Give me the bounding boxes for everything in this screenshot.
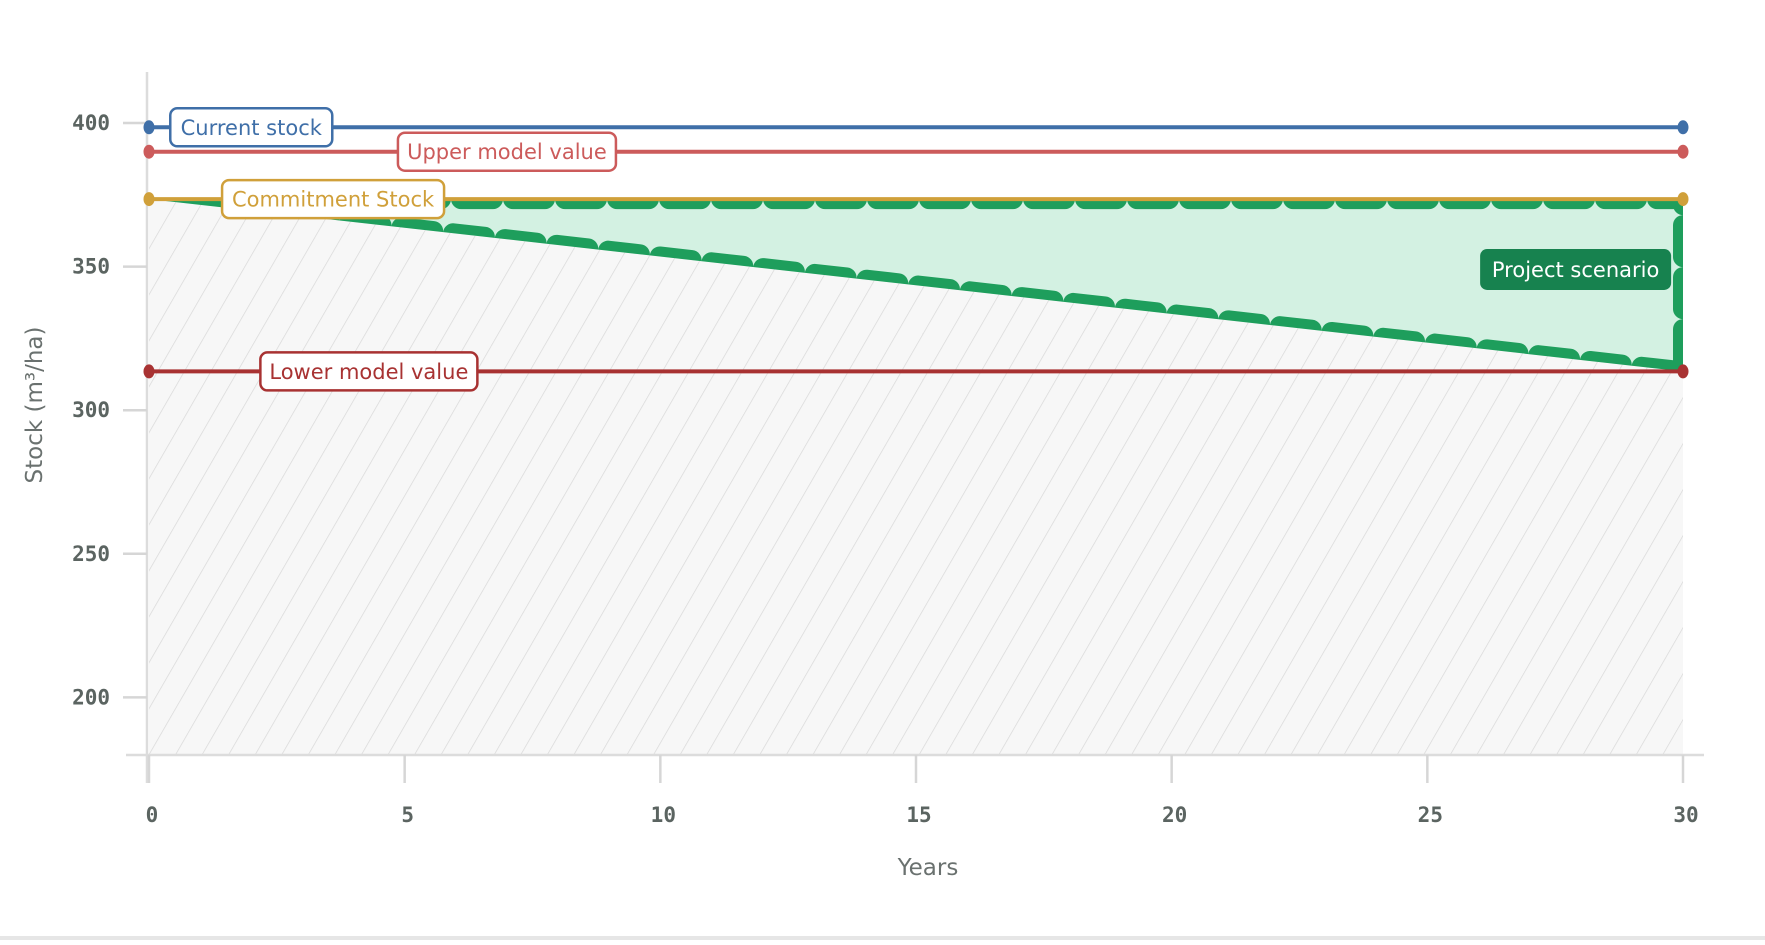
y-tick-label: 200 (72, 685, 110, 709)
upper-model-value-start-dot (143, 144, 155, 159)
x-tick-label: 25 (1418, 803, 1443, 827)
lower-model-value-label-text: Lower model value (269, 360, 468, 384)
x-tick-label: 10 (651, 803, 676, 827)
upper-model-value-label: Upper model value (396, 131, 618, 172)
commitment-stock-label: Commitment Stock (220, 178, 446, 220)
current-stock-end-dot (1677, 120, 1689, 135)
x-tick-label: 0 (146, 803, 159, 827)
hatched-area (149, 199, 1683, 755)
hatched-baseline-area (149, 199, 1683, 755)
upper-model-value-end-dot (1677, 144, 1689, 159)
commitment-stock-start-dot (143, 192, 155, 207)
commitment-stock-label-text: Commitment Stock (232, 188, 435, 212)
x-tick-label: 15 (906, 803, 931, 827)
y-tick-label: 300 (72, 398, 110, 422)
lower-model-value-start-dot (143, 364, 155, 379)
current-stock-start-dot (143, 120, 155, 135)
x-axis-title: Years (897, 855, 959, 881)
axes: 200 250 300 350 400 0 5 10 15 20 25 30 (72, 72, 1704, 827)
x-tick-label: 20 (1162, 803, 1187, 827)
upper-model-value-label-text: Upper model value (407, 140, 607, 164)
current-stock-label: Current stock (169, 107, 334, 148)
reference-line-labels: Current stock Upper model value Commitment… (169, 107, 1672, 392)
y-tick-label: 350 (72, 255, 110, 279)
project-scenario-badge-text: Project scenario (1492, 258, 1659, 282)
y-tick-label: 250 (72, 542, 110, 566)
y-axis-title: Stock (m³/ha) (22, 327, 48, 484)
x-tick-label: 5 (401, 803, 414, 827)
lower-model-value-end-dot (1677, 364, 1689, 379)
x-tick-label: 30 (1673, 803, 1698, 827)
commitment-stock-end-dot (1677, 192, 1689, 207)
project-scenario-badge: Project scenario (1480, 248, 1672, 290)
y-tick-label: 400 (72, 111, 110, 135)
lower-model-value-label: Lower model value (259, 351, 479, 392)
project-scenario-area (149, 199, 1683, 372)
scenario-dashed-border (149, 199, 1683, 372)
current-stock-label-text: Current stock (181, 116, 323, 140)
panel-bottom-border (0, 936, 1765, 940)
